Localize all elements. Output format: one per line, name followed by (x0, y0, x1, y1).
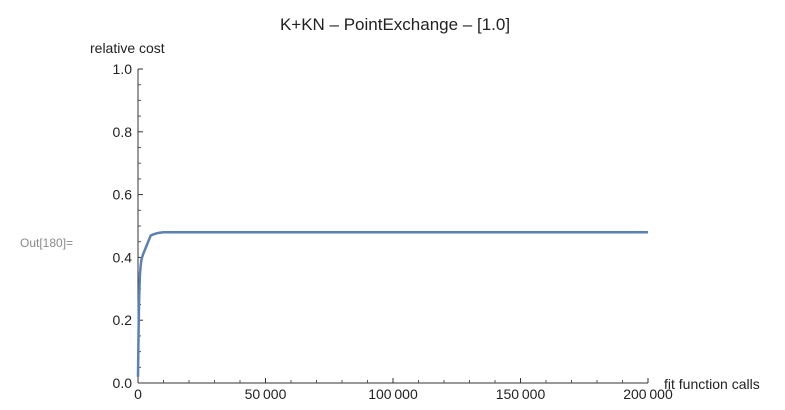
x-tick-label: 100 000 (368, 386, 418, 402)
y-tick-label: 0.8 (113, 124, 133, 140)
y-tick-label: 0.2 (113, 312, 133, 328)
chart-title: K+KN – PointExchange – [1.0] (280, 15, 510, 34)
x-axis-label: fit function calls (664, 376, 760, 392)
x-tick-label: 200 000 (623, 386, 673, 402)
y-tick-label: 1.0 (113, 61, 133, 77)
x-tick-label: 50 000 (245, 386, 287, 402)
output-cell-label: Out[180]= (20, 236, 74, 250)
x-tick-label: 0 (134, 386, 142, 402)
y-tick-label: 0.4 (113, 249, 133, 265)
y-tick-label: 0.6 (113, 187, 133, 203)
series-line-0 (136, 231, 648, 377)
x-tick-label: 150 000 (496, 386, 546, 402)
y-tick-label: 0.0 (113, 375, 133, 391)
y-axis-label: relative cost (90, 40, 165, 56)
